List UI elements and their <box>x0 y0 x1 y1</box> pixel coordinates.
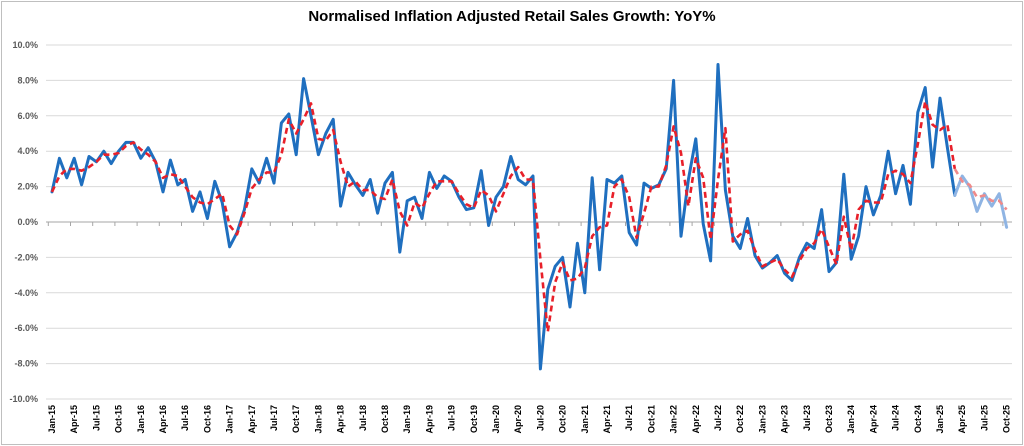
x-tick-label: Jul-16 <box>180 405 190 431</box>
y-tick-label: -6.0% <box>14 323 38 333</box>
series-layer <box>50 63 1009 371</box>
x-tick-label: Apr-19 <box>424 405 434 434</box>
x-tick-label: Apr-18 <box>336 405 346 434</box>
x-tick-label: Oct-19 <box>469 405 479 433</box>
x-tick-label: Jan-25 <box>935 405 945 434</box>
x-tick-label: Apr-22 <box>691 405 701 434</box>
y-tick-label: 0.0% <box>17 217 38 227</box>
x-tick-label: Oct-18 <box>380 405 390 433</box>
gridlines <box>46 44 1012 400</box>
x-tick-label: Jul-20 <box>535 405 545 431</box>
y-tick-label: 6.0% <box>17 111 38 121</box>
x-tick-label: Jul-25 <box>979 405 989 431</box>
x-tick-label: Jan-16 <box>136 405 146 434</box>
x-tick-label: Oct-16 <box>202 405 212 433</box>
x-tick-label: Jan-17 <box>225 405 235 434</box>
x-tick-label: Jan-19 <box>402 405 412 434</box>
x-tick-label: Oct-17 <box>291 405 301 433</box>
x-tick-label: Apr-17 <box>247 405 257 434</box>
x-tick-label: Jul-22 <box>713 405 723 431</box>
x-tick-label: Apr-15 <box>69 405 79 434</box>
y-tick-label: -8.0% <box>14 359 38 369</box>
x-tick-label: Oct-25 <box>1002 405 1012 433</box>
x-tick-label: Apr-25 <box>957 405 967 434</box>
x-tick-label: Jul-18 <box>358 405 368 431</box>
x-tick-label: Jan-20 <box>491 405 501 434</box>
x-tick-label: Oct-23 <box>824 405 834 433</box>
x-tick-label: Oct-21 <box>646 405 656 433</box>
x-tick-label: Jul-23 <box>802 405 812 431</box>
y-tick-label: -10.0% <box>9 394 38 404</box>
x-tick-label: Oct-15 <box>114 405 124 433</box>
x-tick-label: Jul-21 <box>624 405 634 431</box>
x-tick-label: Jul-24 <box>891 405 901 431</box>
x-tick-label: Apr-21 <box>602 405 612 434</box>
x-tick-label: Jul-15 <box>91 405 101 431</box>
x-tick-label: Jan-24 <box>846 405 856 434</box>
y-axis-ticks: 10.0% 8.0% 6.0% 4.0% 2.0% 0.0% -2.0% -4.0% -6.0%… <box>9 40 38 404</box>
x-tick-label: Apr-24 <box>868 405 878 434</box>
x-tick-label: Jan-23 <box>757 405 767 434</box>
x-tick-label: Jan-22 <box>669 405 679 434</box>
x-tick-label: Apr-16 <box>158 405 168 434</box>
x-tick-label: Jul-19 <box>447 405 457 431</box>
chart-title: Normalised Inflation Adjusted Retail Sal… <box>308 8 716 25</box>
x-tick-label: Oct-24 <box>913 405 923 433</box>
yoy-growth-forecast-line <box>953 174 1009 229</box>
x-tick-label: Apr-20 <box>513 405 523 434</box>
y-tick-label: -4.0% <box>14 288 38 298</box>
x-tick-label: Jan-15 <box>47 405 57 434</box>
x-tick-label: Oct-20 <box>558 405 568 433</box>
x-tick-label: Apr-23 <box>780 405 790 434</box>
moving-average-forecast-line <box>953 168 1008 211</box>
y-tick-label: 4.0% <box>17 146 38 156</box>
yoy-growth-line <box>50 63 957 371</box>
x-tick-label: Jan-18 <box>313 405 323 434</box>
y-tick-label: 8.0% <box>17 75 38 85</box>
y-tick-label: 10.0% <box>12 40 38 50</box>
x-axis: Jan-15 Apr-15 Jul-15 Oct-15 Jan-16 Apr-16 Jul-… <box>47 222 1012 434</box>
x-tick-label: Jul-17 <box>269 405 279 431</box>
moving-average-line <box>50 100 957 334</box>
x-tick-label: Oct-22 <box>735 405 745 433</box>
y-tick-label: -2.0% <box>14 252 38 262</box>
y-tick-label: 2.0% <box>17 182 38 192</box>
x-tick-label: Jan-21 <box>580 405 590 434</box>
